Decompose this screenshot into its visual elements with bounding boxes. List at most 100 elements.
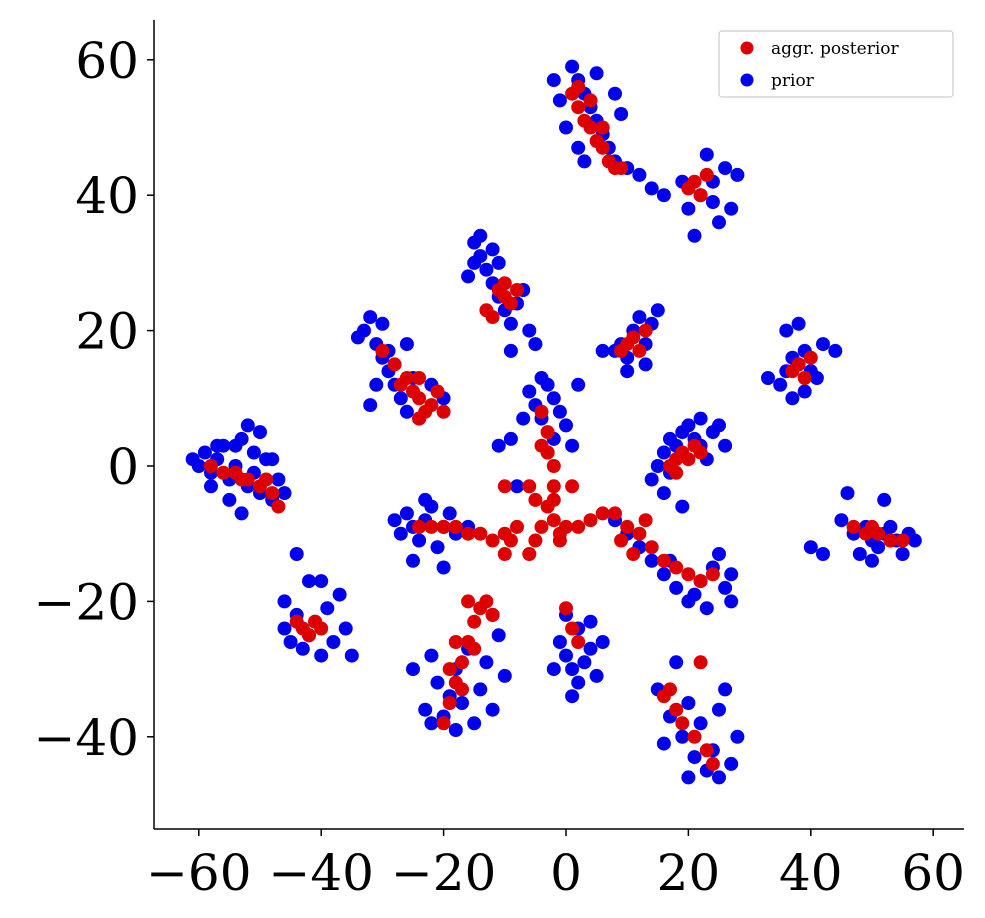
point-prior-75 — [644, 181, 659, 196]
point-aggr-posterior-23 — [503, 296, 518, 311]
point-prior-18 — [253, 425, 267, 440]
point-prior-186 — [883, 519, 898, 534]
point-prior-56 — [522, 323, 537, 338]
point-aggr-posterior-38 — [595, 120, 610, 135]
point-prior-251 — [693, 716, 708, 731]
point-aggr-posterior-59 — [669, 465, 684, 480]
point-prior-108 — [809, 371, 824, 385]
point-prior-252 — [669, 655, 684, 670]
point-prior-145 — [675, 499, 690, 514]
point-aggr-posterior-45 — [626, 330, 641, 345]
point-prior-153 — [412, 533, 427, 548]
point-aggr-posterior-98 — [669, 560, 684, 575]
y-tick-label: 60 — [75, 32, 139, 90]
point-aggr-posterior-58 — [693, 445, 708, 460]
point-prior-169 — [669, 580, 684, 595]
point-prior-49 — [503, 316, 518, 331]
point-prior-253 — [681, 696, 696, 710]
point-aggr-posterior-117 — [442, 696, 457, 710]
point-prior-114 — [791, 316, 806, 331]
point-aggr-posterior-8 — [259, 472, 274, 487]
point-prior-258 — [681, 770, 696, 785]
point-prior-70 — [571, 140, 586, 155]
point-prior-247 — [687, 750, 702, 765]
point-prior-232 — [559, 648, 573, 663]
point-prior-208 — [344, 648, 359, 663]
x-tick-label: 60 — [901, 844, 965, 902]
point-prior-176 — [687, 587, 702, 602]
point-prior-69 — [559, 120, 573, 135]
point-prior-222 — [473, 682, 488, 697]
point-prior-79 — [681, 201, 696, 216]
point-aggr-posterior-50 — [791, 357, 806, 372]
point-prior-86 — [724, 201, 739, 216]
point-prior-102 — [773, 377, 788, 392]
point-aggr-posterior-128 — [485, 607, 500, 622]
x-tick-label: −20 — [391, 844, 497, 902]
point-prior-184 — [871, 540, 886, 555]
point-prior-168 — [656, 567, 671, 582]
point-prior-89 — [656, 188, 671, 203]
point-aggr-posterior-104 — [614, 533, 629, 548]
point-prior-198 — [283, 635, 298, 649]
point-aggr-posterior-67 — [528, 533, 543, 548]
point-aggr-posterior-41 — [687, 174, 702, 189]
point-prior-236 — [583, 641, 598, 656]
point-aggr-posterior-73 — [583, 513, 598, 528]
point-prior-23 — [228, 438, 243, 453]
point-aggr-posterior-101 — [705, 567, 720, 582]
point-aggr-posterior-24 — [510, 283, 524, 297]
point-prior-34 — [375, 316, 390, 331]
point-aggr-posterior-97 — [656, 553, 671, 568]
point-aggr-posterior-96 — [644, 540, 659, 555]
point-prior-235 — [577, 655, 592, 670]
point-aggr-posterior-61 — [540, 425, 555, 440]
point-prior-211 — [277, 594, 292, 609]
x-tick-label: 40 — [779, 844, 843, 902]
point-prior-83 — [730, 167, 745, 182]
point-prior-150 — [393, 526, 408, 541]
point-aggr-posterior-138 — [705, 756, 720, 771]
point-prior-121 — [552, 404, 567, 419]
point-prior-122 — [516, 411, 531, 426]
point-aggr-posterior-26 — [479, 303, 494, 318]
point-prior-76 — [546, 73, 561, 88]
point-aggr-posterior-43 — [699, 167, 714, 182]
point-prior-163 — [436, 560, 451, 575]
point-prior-143 — [644, 472, 659, 487]
point-aggr-posterior-66 — [534, 519, 549, 534]
point-prior-84 — [712, 215, 726, 230]
point-prior-42 — [369, 377, 384, 392]
axis-ticks: −60 −40 −20 0 20 40 60 −40 −20 0 20 40 60 — [33, 32, 965, 902]
point-prior-1 — [191, 459, 206, 473]
point-prior-190 — [907, 533, 922, 548]
point-aggr-posterior-46 — [632, 343, 647, 358]
point-prior-128 — [491, 438, 506, 453]
point-prior-212 — [314, 574, 329, 589]
point-aggr-posterior-42 — [693, 188, 708, 203]
x-tick-label: −60 — [146, 844, 252, 902]
point-aggr-posterior-116 — [436, 716, 451, 731]
point-prior-10 — [246, 445, 261, 460]
point-prior-160 — [406, 553, 420, 568]
point-prior-111 — [779, 323, 794, 338]
point-aggr-posterior-7 — [234, 472, 249, 487]
point-prior-85 — [687, 228, 702, 243]
point-prior-144 — [656, 486, 671, 501]
point-prior-148 — [693, 411, 708, 426]
point-prior-72 — [614, 107, 629, 121]
point-prior-224 — [485, 702, 500, 717]
point-aggr-posterior-39 — [614, 161, 629, 176]
point-aggr-posterior-82 — [424, 519, 439, 534]
point-aggr-posterior-64 — [546, 479, 561, 494]
point-prior-19 — [210, 438, 225, 453]
point-aggr-posterior-93 — [608, 506, 622, 521]
legend-label-aggr-posterior: aggr. posterior — [771, 39, 899, 59]
point-aggr-posterior-109 — [895, 533, 910, 548]
point-prior-57 — [528, 337, 543, 352]
point-aggr-posterior-63 — [546, 459, 561, 473]
point-aggr-posterior-89 — [546, 492, 561, 507]
point-prior-196 — [877, 492, 892, 507]
point-prior-2 — [197, 445, 212, 460]
point-prior-178 — [699, 601, 714, 616]
